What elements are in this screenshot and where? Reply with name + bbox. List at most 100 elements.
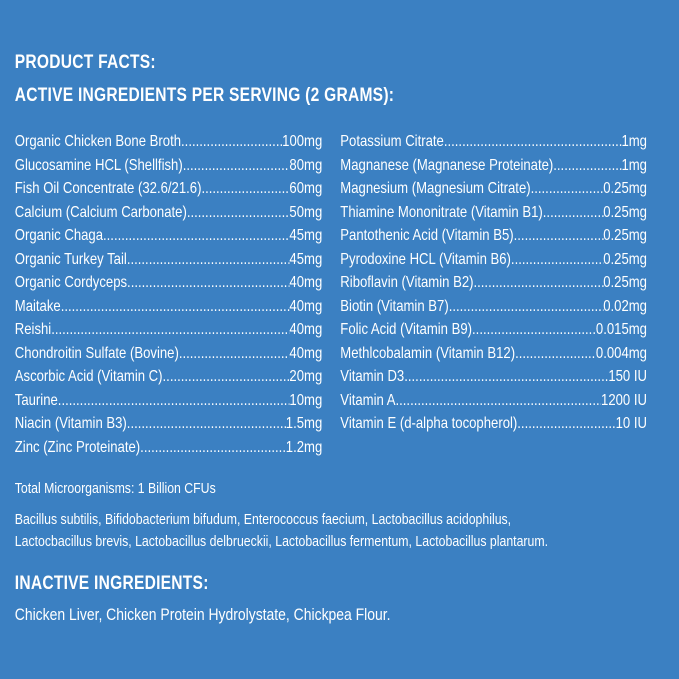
ingredient-row: Glucosamine HCL (Shellfish) 80mg [15,157,323,181]
right-ingredient-list: Potassium Citrate1mgMagnanese (Magnanese… [340,133,647,439]
ingredient-row: Organic Turkey Tail 45mg [15,251,323,275]
total-microorganisms: Total Microorganisms: 1 Billion CFUs [14,480,216,497]
ingredient-name: Zinc (Zinc Proteinate) [14,438,141,456]
ingredient-name: Thiamine Mononitrate (Vitamin B1) [340,203,543,221]
ingredient-amount: 0.004mg [595,344,647,362]
dot-leader [515,345,596,363]
ingredient-row: Magnanese (Magnanese Proteinate) 1mg [340,157,647,181]
dot-leader [201,180,289,198]
dot-leader [127,251,290,269]
ingredient-amount: 0.25mg [603,203,647,221]
ingredient-row: Organic Chaga 45mg [15,227,323,251]
dot-leader [127,274,289,292]
ingredient-row: Organic Chicken Bone Broth 100mg [15,133,323,157]
ingredient-amount: 0.25mg [603,180,647,197]
ingredient-amount: 0.015mg [595,321,647,338]
ingredient-name: Niacin (Vitamin B3) [14,415,127,432]
ingredient-amount: 40mg [289,321,323,338]
ingredient-row: Zinc (Zinc Proteinate) 1.2mg [15,439,323,463]
ingredient-row: Folic Acid (Vitamin B9) 0.015mg [340,321,647,345]
left-ingredient-list: Organic Chicken Bone Broth 100mg Glucosami… [15,133,323,462]
dot-leader [444,133,622,151]
ingredient-name: Pyrodoxine HCL (Vitamin B6) [340,250,511,268]
ingredient-row: Maitake 40mg [15,298,323,322]
ingredient-name: Pantothenic Acid (Vitamin B5) [340,227,514,244]
ingredient-name: Magnanese (Magnanese Proteinate) [340,156,554,174]
dot-leader [511,251,603,269]
ingredient-row: Taurine 10mg [15,392,323,416]
ingredient-amount: 20mg [289,368,323,385]
ingredient-row: Vitamin A 1200 IU [340,392,647,416]
ingredient-row: Thiamine Mononitrate (Vitamin B1) 0.25mg [340,204,647,228]
ingredient-row: Vitamin D3 150 IU [340,368,647,392]
ingredient-row: Niacin (Vitamin B3) 1.5mg [15,415,323,439]
ingredient-amount: 0.25mg [603,227,647,244]
dot-leader [61,298,290,316]
dot-leader [531,180,604,198]
ingredient-name: Organic Chicken Bone Broth [14,133,182,150]
dot-leader [543,204,603,222]
ingredient-name: Vitamin A [340,391,396,409]
ingredient-name: Chondroitin Sulfate (Bovine) [14,344,179,362]
ingredient-row: Biotin (Vitamin B7) 0.02mg [340,298,647,322]
inactive-ingredients-heading: INACTIVE INGREDIENTS: [14,573,209,594]
ingredient-row: Reishi 40mg [15,321,323,345]
ingredient-name: Folic Acid (Vitamin B9) [340,321,473,338]
ingredient-amount: 1.2mg [285,438,323,456]
ingredient-name: Reishi [14,321,52,338]
ingredient-name: Ascorbic Acid (Vitamin C) [14,368,163,385]
active-ingredients-heading: ACTIVE INGREDIENTS PER SERVING (2 GRAMS)… [14,85,395,106]
dot-leader [127,415,286,433]
ingredient-amount: 1200 IU [601,391,647,409]
microorganism-list-line-1: Bacillus subtilis, Bifidobacterium bifud… [14,511,512,528]
ingredient-amount: 10 IU [615,415,647,432]
ingredient-amount: 150 IU [608,368,647,385]
dot-leader [51,321,289,339]
ingredient-amount: 0.02mg [603,297,647,315]
ingredient-name: Vitamin E (d-alpha tocopherol) [340,415,518,432]
inactive-ingredients-text: Chicken Liver, Chicken Protein Hydrolyst… [14,605,391,624]
ingredient-amount: 10mg [289,391,323,409]
ingredient-amount: 40mg [289,274,323,291]
ingredient-name: Taurine [14,391,58,409]
product-facts-title: PRODUCT FACTS: [14,52,156,73]
dot-leader [395,392,601,410]
ingredient-row: Fish Oil Concentrate (32.6/21.6) 60mg [15,180,323,204]
ingredient-amount: 40mg [289,344,323,362]
ingredient-amount: 45mg [289,227,323,244]
dot-leader [553,157,621,175]
dot-leader [404,368,608,386]
ingredient-name: Methlcobalamin (Vitamin B12) [340,344,516,362]
microorganism-list-line-2: Lactocbacillus brevis, Lactobacillus del… [14,533,549,550]
ingredient-row: Pantothenic Acid (Vitamin B5) 0.25mg [340,227,647,251]
dot-leader [449,298,604,316]
ingredient-amount: 80mg [289,156,323,174]
ingredient-row: Organic Cordyceps 40mg [15,274,323,298]
dot-leader [183,157,290,175]
ingredient-name: Potassium Citrate [340,133,444,150]
ingredient-amount: 45mg [289,250,323,268]
dot-leader [187,204,290,222]
ingredient-amount: 100mg [282,133,323,150]
dot-leader [473,274,603,292]
ingredient-row: Calcium (Calcium Carbonate) 50mg [15,204,323,228]
ingredient-name: Maitake [14,297,61,315]
ingredient-amount: 0.25mg [603,274,647,291]
ingredient-amount: 1mg [621,133,647,150]
dot-leader [181,133,282,151]
ingredient-name: Fish Oil Concentrate (32.6/21.6) [14,180,202,197]
ingredient-amount: 1.5mg [285,415,323,432]
ingredient-row: Riboflavin (Vitamin B2) 0.25mg [340,274,647,298]
ingredient-amount: 1mg [621,156,647,174]
dot-leader [179,345,290,363]
ingredient-amount: 60mg [289,180,323,197]
ingredient-name: Organic Turkey Tail [14,250,127,268]
ingredient-name: Biotin (Vitamin B7) [340,297,449,315]
ingredient-name: Glucosamine HCL (Shellfish) [14,156,183,174]
dot-leader [514,227,604,245]
dot-leader [103,227,289,245]
ingredient-name: Calcium (Calcium Carbonate) [14,203,187,221]
ingredient-amount: 0.25mg [603,250,647,268]
ingredient-name: Magnesium (Magnesium Citrate) [340,180,531,197]
